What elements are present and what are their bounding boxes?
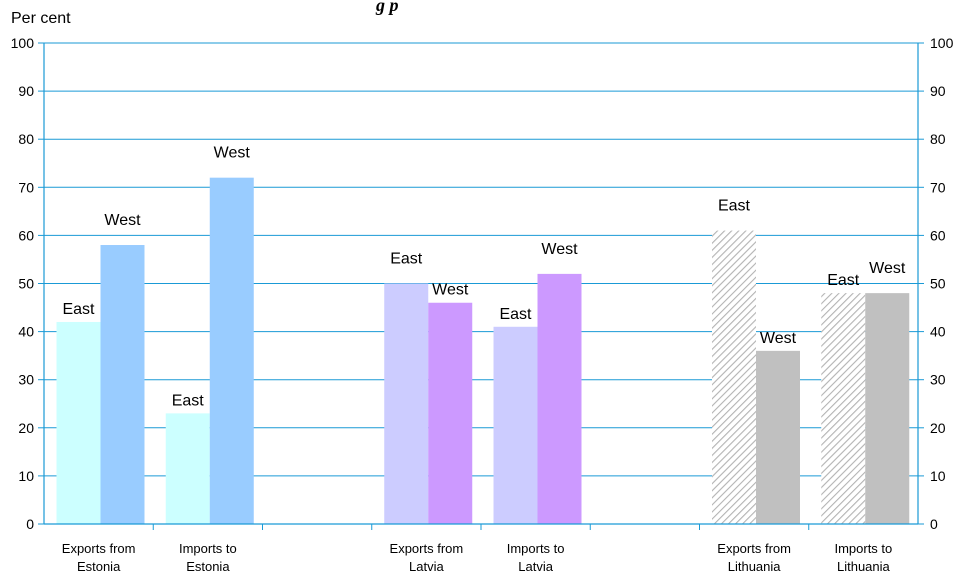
y-tick-label-left: 0 (26, 516, 34, 532)
axes-layer (38, 42, 924, 530)
bar-label-west: West (541, 241, 578, 258)
y-tick-label-left: 80 (18, 131, 34, 147)
bar-label-east: East (172, 392, 205, 409)
category-label-line1: Imports to (507, 541, 565, 556)
bar-label-west: West (104, 212, 141, 229)
y-tick-label-left: 90 (18, 83, 34, 99)
bar-east (56, 321, 101, 524)
bars-layer (56, 177, 910, 524)
y-axis-label: Per cent (11, 10, 71, 27)
bar-label-east: East (62, 301, 95, 318)
y-tick-label-left: 70 (18, 179, 34, 195)
category-label-line2: Latvia (518, 559, 553, 574)
y-tick-label-right: 10 (930, 468, 946, 484)
bar-label-east: East (390, 251, 423, 268)
y-tick-label-right: 30 (930, 372, 946, 388)
y-tick-label-left: 50 (18, 276, 34, 292)
bar-west (209, 177, 254, 524)
y-tick-label-right: 60 (930, 227, 946, 243)
category-label-line2: Latvia (409, 559, 444, 574)
category-label-line2: Lithuania (728, 559, 782, 574)
bar-west (865, 293, 910, 524)
bar-label-west: West (214, 145, 251, 162)
category-label-line1: Exports from (62, 541, 136, 556)
bar-east (712, 230, 756, 524)
bar-west (428, 302, 473, 524)
y-tick-label-left: 10 (18, 468, 34, 484)
labels-layer: 0 0 10 10 20 20 30 30 40 40 50 50 60 60 70 70 80 80 90 90 10… (11, 35, 954, 574)
category-label-line2: Estonia (186, 559, 230, 574)
y-tick-label-left: 60 (18, 227, 34, 243)
bar-label-west: West (760, 330, 797, 347)
category-label-line1: Exports from (390, 541, 464, 556)
bar-east (165, 413, 210, 524)
y-tick-label-left: 40 (18, 324, 34, 340)
y-tick-label-right: 90 (930, 83, 946, 99)
category-label-line1: Imports to (834, 541, 892, 556)
y-tick-label-right: 0 (930, 516, 938, 532)
category-label-line2: Estonia (77, 559, 121, 574)
category-label-line1: Imports to (179, 541, 237, 556)
y-tick-label-left: 20 (18, 420, 34, 436)
bar-east (493, 326, 538, 524)
y-tick-label-right: 50 (930, 276, 946, 292)
y-tick-label-right: 100 (930, 35, 954, 51)
y-tick-label-left: 30 (18, 372, 34, 388)
bar-west (756, 350, 800, 524)
y-tick-label-left: 100 (11, 35, 35, 51)
y-tick-label-right: 70 (930, 179, 946, 195)
bar-west (537, 273, 582, 524)
category-label-line1: Exports from (717, 541, 791, 556)
chart-title-fragment: g p (375, 0, 399, 15)
bar-label-west: West (432, 282, 469, 299)
bar-west (100, 245, 145, 524)
y-tick-label-right: 40 (930, 324, 946, 340)
bar-east (384, 283, 429, 524)
y-tick-label-right: 20 (930, 420, 946, 436)
bar-label-west: West (869, 260, 906, 277)
bar-label-east: East (718, 198, 751, 215)
bar-label-east: East (499, 306, 532, 323)
bar-label-east: East (827, 272, 860, 289)
bar-east (821, 293, 866, 524)
category-label-line2: Lithuania (837, 559, 891, 574)
y-tick-label-right: 80 (930, 131, 946, 147)
